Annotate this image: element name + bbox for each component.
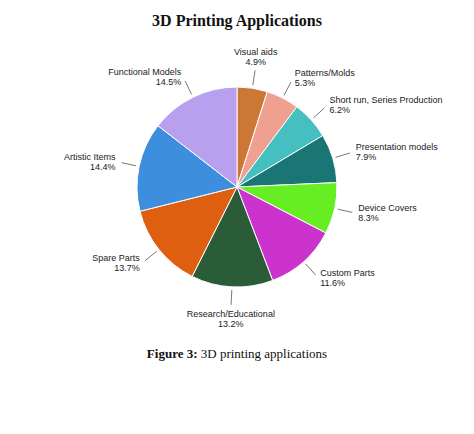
svg-text:Spare Parts13.7%: Spare Parts13.7% xyxy=(92,253,140,273)
svg-text:Artistic Items14.4%: Artistic Items14.4% xyxy=(64,152,116,172)
svg-text:Visual aids4.9%: Visual aids4.9% xyxy=(234,47,278,67)
html-text:3D Printing Applications: 3D Printing Applications xyxy=(152,12,322,29)
svg-text:Functional Models14.5%: Functional Models14.5% xyxy=(108,67,182,87)
svg-text:Device Covers8.3%: Device Covers8.3% xyxy=(358,203,417,223)
svg-text:Custom Parts11.6%: Custom Parts11.6% xyxy=(320,268,375,288)
html-text:Figure 3: 3D printing applicat: Figure 3: 3D printing applications xyxy=(146,346,328,361)
svg-text:Presentation models7.9%: Presentation models7.9% xyxy=(356,142,439,162)
svg-text:Research/Educational13.2%: Research/Educational13.2% xyxy=(187,309,275,329)
svg-text:Short run, Series Production6.: Short run, Series Production6.2% xyxy=(329,95,442,115)
svg-text:Patterns/Molds5.3%: Patterns/Molds5.3% xyxy=(295,68,356,88)
